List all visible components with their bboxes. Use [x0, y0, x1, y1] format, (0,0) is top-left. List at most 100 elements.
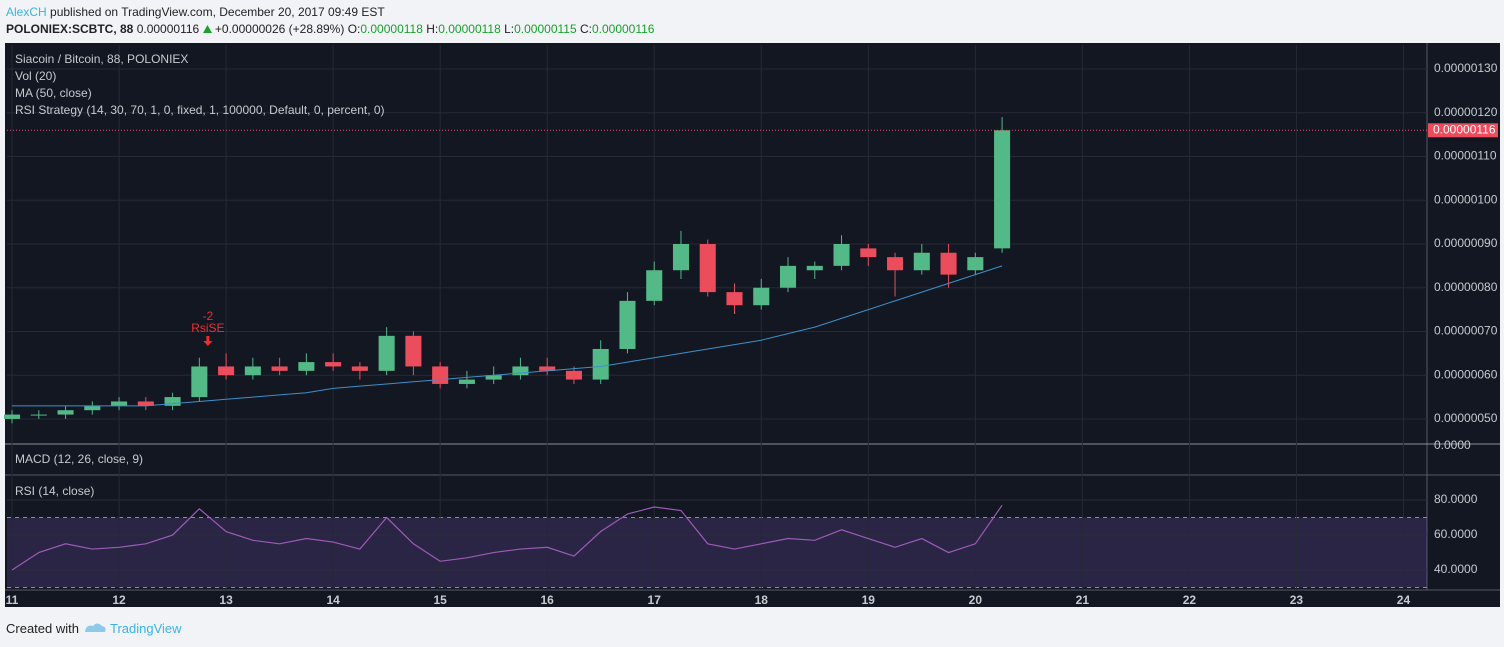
candle-body [512, 366, 529, 376]
legend-label: RSI (14, close) [15, 484, 94, 498]
candle-body [887, 257, 904, 271]
published: published on TradingView.com, December 2… [50, 5, 385, 19]
candle-body [592, 348, 609, 380]
footer-text: Created with [6, 621, 79, 636]
candle-body [806, 265, 823, 271]
annotation-label: RsiSE [191, 321, 224, 335]
candle-body [913, 252, 930, 271]
candle-body [672, 244, 690, 271]
x-tick-label: 17 [648, 593, 662, 607]
candle-body [833, 244, 850, 266]
header-line-1: AlexCH published on TradingView.com, Dec… [6, 4, 654, 21]
candle-body [4, 414, 21, 419]
x-tick-label: 23 [1290, 593, 1304, 607]
y-tick-label: 0.00000080 [1434, 280, 1498, 294]
annotation-arrow [203, 336, 213, 346]
candle-body [619, 300, 636, 349]
ohlc-value: 0.00000115 [514, 22, 577, 36]
x-tick-label: 13 [219, 593, 233, 607]
candle-body [967, 257, 984, 271]
logo [84, 623, 106, 632]
y-tick-label: 0.00000060 [1434, 367, 1498, 381]
x-tick-label: 12 [112, 593, 126, 607]
x-tick-label: 14 [326, 593, 340, 607]
ma-line [12, 265, 1003, 407]
rsi-band [7, 517, 1427, 588]
x-tick-label: 20 [969, 593, 983, 607]
x-tick-label: 21 [1076, 593, 1090, 607]
candle-body [271, 366, 288, 371]
candle-body [137, 401, 154, 406]
y-tick-label: 0.00000090 [1434, 236, 1498, 250]
candle-body [539, 366, 556, 371]
legend-label: MACD (12, 26, close, 9) [15, 452, 143, 466]
y-tick-label: 0.00000050 [1434, 411, 1498, 425]
x-tick-label: 22 [1183, 593, 1197, 607]
candle-body [351, 366, 368, 371]
chart-bg [5, 43, 1500, 607]
header-line-2: POLONIEX:SCBTC, 88 0.00000116 +0.0000002… [6, 21, 654, 38]
candle-body [405, 335, 422, 367]
brand[interactable]: TradingView [110, 621, 182, 636]
ohlc-value: 0.00000116 [591, 22, 655, 36]
y-tick-label: 0.00000120 [1434, 105, 1498, 119]
ohlc: O:0.00000118 H:0.00000118 L:0.00000115 C… [348, 22, 655, 36]
legend-label: RSI Strategy (14, 30, 70, 1, 0, fixed, 1… [15, 103, 385, 117]
candle-body [164, 397, 181, 406]
candle-body [779, 265, 797, 288]
header: AlexCH published on TradingView.com, Dec… [6, 4, 654, 38]
change: +0.00000026 (+28.89%) [214, 22, 345, 36]
candle-body [325, 362, 342, 367]
legend-label: Vol (20) [15, 69, 56, 83]
candle-body [244, 366, 261, 376]
candle-body [84, 405, 101, 411]
footer: Created with TradingView [6, 621, 182, 636]
y-tick-label: 0.00000070 [1434, 324, 1498, 338]
candle-body [378, 335, 395, 371]
candle-body [191, 366, 208, 398]
candle-body [458, 379, 475, 384]
last: 0.00000116 [136, 22, 200, 36]
candle-body [753, 287, 770, 306]
candle-body [30, 414, 47, 416]
ohlc-key: H: [426, 22, 439, 36]
ohlc-key: L: [504, 22, 515, 36]
last-price-box [1428, 123, 1498, 138]
candle-body [298, 362, 315, 371]
y-tick-label: 40.0000 [1434, 562, 1478, 576]
candle-body [485, 375, 502, 380]
y-tick-label: 60.0000 [1434, 527, 1478, 541]
candle-body [699, 244, 716, 293]
y-tick-label: 0.00000110 [1434, 149, 1497, 163]
ohlc-value: 0.00000118 [360, 22, 423, 36]
last-price-label: 0.00000116 [1433, 122, 1496, 136]
candle-body [860, 248, 877, 258]
x-tick-label: 16 [541, 593, 555, 607]
candle-body [940, 252, 957, 275]
x-tick-label: 11 [6, 593, 19, 607]
candle-body [111, 401, 128, 406]
x-tick-label: 18 [755, 593, 769, 607]
symbol: POLONIEX:SCBTC, 88 [6, 22, 134, 36]
x-tick-label: 15 [433, 593, 447, 607]
candle-body [726, 292, 743, 306]
candle-body [432, 366, 449, 384]
ohlc-value: 0.00000118 [438, 22, 501, 36]
candle-body [565, 370, 582, 380]
candle-body [994, 130, 1011, 249]
rsi-line [11, 504, 1003, 571]
candle-body [646, 270, 663, 301]
x-tick-label: 19 [862, 593, 876, 607]
legend-label: Siacoin / Bitcoin, 88, POLONIEX [15, 52, 188, 66]
x-tick-label: 24 [1397, 593, 1411, 607]
author[interactable]: AlexCH [6, 5, 47, 19]
y-tick-label: 0.00000130 [1434, 61, 1498, 75]
up-arrow [202, 25, 212, 33]
ohlc-key: O: [347, 22, 361, 36]
annotation-label: -2 [203, 309, 214, 323]
candle-body [218, 366, 235, 376]
candle-body [57, 410, 74, 415]
ohlc-key: C: [579, 22, 592, 36]
